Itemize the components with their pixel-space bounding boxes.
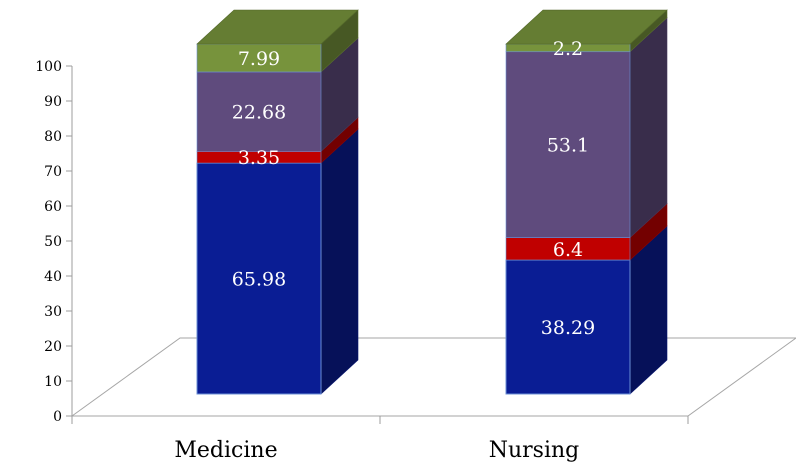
bar-segment <box>505 17 668 239</box>
category-label: Nursing <box>489 438 580 463</box>
bar-segment <box>196 128 359 395</box>
bar-segment-side <box>320 128 359 395</box>
data-label: 6.4 <box>553 239 583 261</box>
category-label: Medicine <box>174 438 277 463</box>
bar-top-face <box>196 9 359 45</box>
category-axis: Medicine Nursing <box>71 415 689 463</box>
bar-segment-front <box>196 43 322 73</box>
bar-segment <box>196 9 359 73</box>
data-label-group: 65.98 3.35 22.68 7.99 38.29 6.4 53.1 2.2 <box>232 38 595 339</box>
chart-floor <box>70 337 796 417</box>
value-axis: 0 10 20 30 40 50 60 70 80 90 100 <box>35 59 73 425</box>
bar-segment <box>196 37 359 153</box>
y-tick-label: 90 <box>44 94 62 110</box>
y-tick-label: 100 <box>35 59 62 75</box>
data-label: 7.99 <box>238 48 280 70</box>
data-label: 2.2 <box>553 38 583 60</box>
bar-segment <box>505 202 668 261</box>
y-tick-label: 50 <box>44 234 62 250</box>
data-label: 22.68 <box>232 102 286 124</box>
data-label: 3.35 <box>238 147 280 169</box>
y-tick-label: 40 <box>44 269 62 285</box>
y-tick-label: 70 <box>44 164 62 180</box>
bar-stack-group <box>196 9 668 395</box>
bar-segment-side <box>629 17 668 239</box>
y-tick-label: 30 <box>44 304 62 320</box>
bar-segment <box>505 225 668 395</box>
data-label: 53.1 <box>547 135 589 157</box>
bar-segment-front <box>196 162 322 395</box>
bar-top-face <box>505 9 668 45</box>
y-tick-label: 60 <box>44 199 62 215</box>
bar-segment <box>505 9 668 53</box>
y-tick-label: 20 <box>44 339 62 355</box>
bar-segment-front <box>505 259 631 395</box>
bar-segment-front <box>505 51 631 238</box>
y-tick-label: 10 <box>44 374 62 390</box>
bar-segment-front <box>196 71 322 152</box>
y-tick-label: 80 <box>44 129 62 145</box>
data-label: 65.98 <box>232 269 286 291</box>
y-tick-label: 0 <box>53 409 62 425</box>
floor-plane <box>70 337 796 417</box>
data-label: 38.29 <box>541 317 595 339</box>
